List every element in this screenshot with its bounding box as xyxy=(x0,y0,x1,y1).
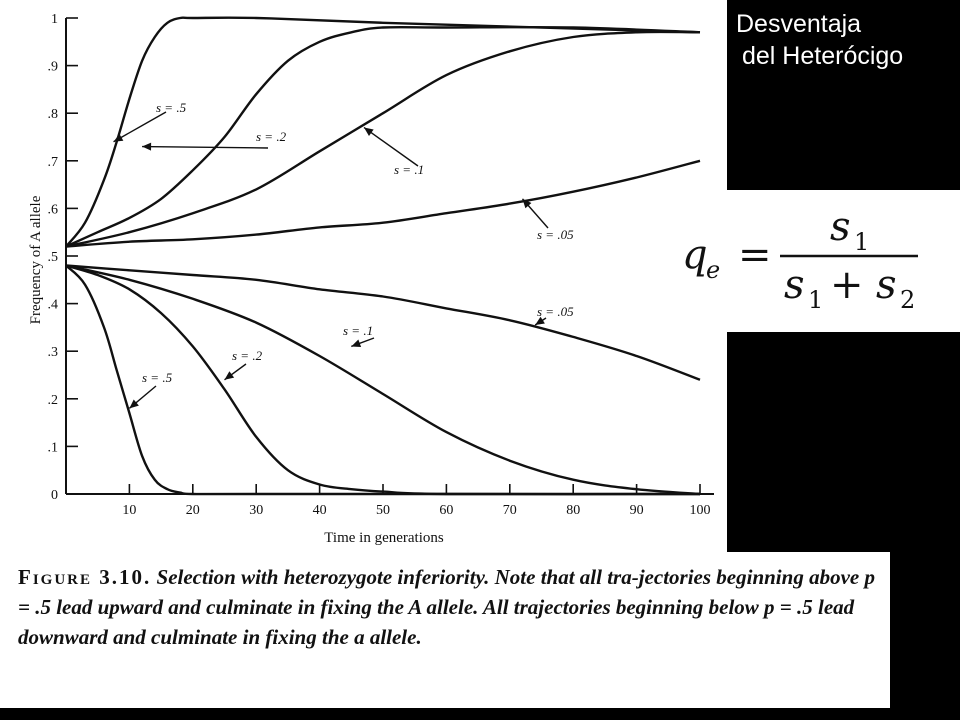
curve-label: s = .1 xyxy=(394,162,424,177)
label-arrowhead xyxy=(129,399,139,409)
formula-box: q e = s 1 s 1 + s 2 xyxy=(668,190,960,332)
formula-lhs: q xyxy=(682,232,708,278)
curve-up xyxy=(65,16,701,248)
y-tick-label: .4 xyxy=(48,298,59,313)
y-tick-label: 0 xyxy=(51,488,58,503)
title-line-2: del Heterócigo xyxy=(742,42,904,70)
x-ticks: 10 20 30 40 50 60 70 80 90 100 xyxy=(122,484,711,518)
curve-down xyxy=(65,264,701,496)
x-tick-label: 40 xyxy=(313,503,327,518)
curve-down xyxy=(65,264,700,496)
bottom-strip xyxy=(0,708,960,720)
x-tick-label: 80 xyxy=(566,503,580,518)
figure-number: 3.10. xyxy=(99,565,152,589)
curve-up xyxy=(65,159,701,248)
chart-axes xyxy=(65,18,714,495)
formula-denominator-b: s xyxy=(876,262,897,308)
y-tick-label: .3 xyxy=(48,345,59,360)
figure-label: Figure 3.10. xyxy=(18,565,151,589)
curves xyxy=(65,16,701,496)
formula: q e = s 1 s 1 + s 2 xyxy=(682,204,918,314)
title-line-1: Desventaja xyxy=(736,10,862,38)
chart-panel: 0.1.2.3.4.5.6.7.8.9 1 10 20 30 40 50 60 70 80 90 1… xyxy=(0,0,727,552)
formula-equals: = xyxy=(738,232,772,278)
y-tick-label: .8 xyxy=(48,107,59,122)
label-arrowhead xyxy=(142,142,152,151)
y-axis-label: Frequency of A allele xyxy=(28,195,44,324)
formula-denominator-a: s xyxy=(784,262,805,308)
curve-up xyxy=(65,30,701,248)
x-tick-label: 50 xyxy=(376,503,390,518)
label-pointer xyxy=(363,126,419,167)
x-tick-label: 20 xyxy=(186,503,200,518)
y-tick-label: .9 xyxy=(48,60,59,75)
label-arrowhead xyxy=(535,316,545,326)
curve-label: s = .05 xyxy=(537,304,574,319)
curve-down xyxy=(65,264,701,381)
x-tick-label: 60 xyxy=(439,503,453,518)
x-tick-label: 90 xyxy=(630,503,644,518)
caption-box: Figure 3.10. Selection with heterozygote… xyxy=(0,552,890,708)
curve-up xyxy=(65,25,701,248)
curve-label: s = .2 xyxy=(232,348,263,363)
y-tick-label: .1 xyxy=(48,440,59,455)
formula-denominator-b-subscript: 2 xyxy=(900,286,915,314)
label-pointer xyxy=(142,145,269,149)
label-arrowhead xyxy=(363,127,374,136)
formula-numerator-subscript: 1 xyxy=(854,228,869,256)
label-arrowhead xyxy=(113,133,124,142)
frequency-chart: 0.1.2.3.4.5.6.7.8.91 10 20 30 40 50 60 70 80 90 1… xyxy=(28,12,714,546)
curve-labels: s = .5 s = .2 s = .1 s = .05 s = .05 s = .1 s … xyxy=(113,100,574,409)
y-tick-label: 1 xyxy=(51,12,58,27)
y-tick-label: .7 xyxy=(48,155,59,170)
x-tick-label: 30 xyxy=(249,503,263,518)
y-tick-label: .5 xyxy=(48,250,59,265)
x-tick-label: 100 xyxy=(690,503,711,518)
y-ticks: 0 .1 .2 .3 .4 .5 .6 .7 .8 .9 1 xyxy=(48,12,78,503)
curve-label: s = .5 xyxy=(156,100,187,115)
title-box: Desventaja del Heterócigo xyxy=(728,0,960,190)
label-arrowhead xyxy=(224,371,235,380)
caption-body: Selection with heterozygote inferiority.… xyxy=(18,565,875,649)
formula-lhs-subscript: e xyxy=(706,256,720,284)
curve-label: s = .05 xyxy=(537,227,574,242)
y-tick-label: .2 xyxy=(48,393,59,408)
x-tick-label: 70 xyxy=(503,503,517,518)
label-arrowhead xyxy=(351,339,362,348)
figure-caption: Figure 3.10. Selection with heterozygote… xyxy=(18,562,878,652)
y-tick-label: .6 xyxy=(48,202,59,217)
formula-denominator-a-subscript: 1 xyxy=(808,286,823,314)
figure-word: Figure xyxy=(18,565,93,589)
formula-numerator: s xyxy=(830,204,851,250)
formula-plus: + xyxy=(830,262,864,308)
curve-label: s = .2 xyxy=(256,129,287,144)
label-arrowhead xyxy=(522,198,532,209)
x-axis-label: Time in generations xyxy=(324,530,444,546)
label-pointer xyxy=(113,111,167,143)
curve-label: s = .5 xyxy=(142,370,173,385)
curve-label: s = .1 xyxy=(343,323,373,338)
x-tick-label: 10 xyxy=(122,503,136,518)
